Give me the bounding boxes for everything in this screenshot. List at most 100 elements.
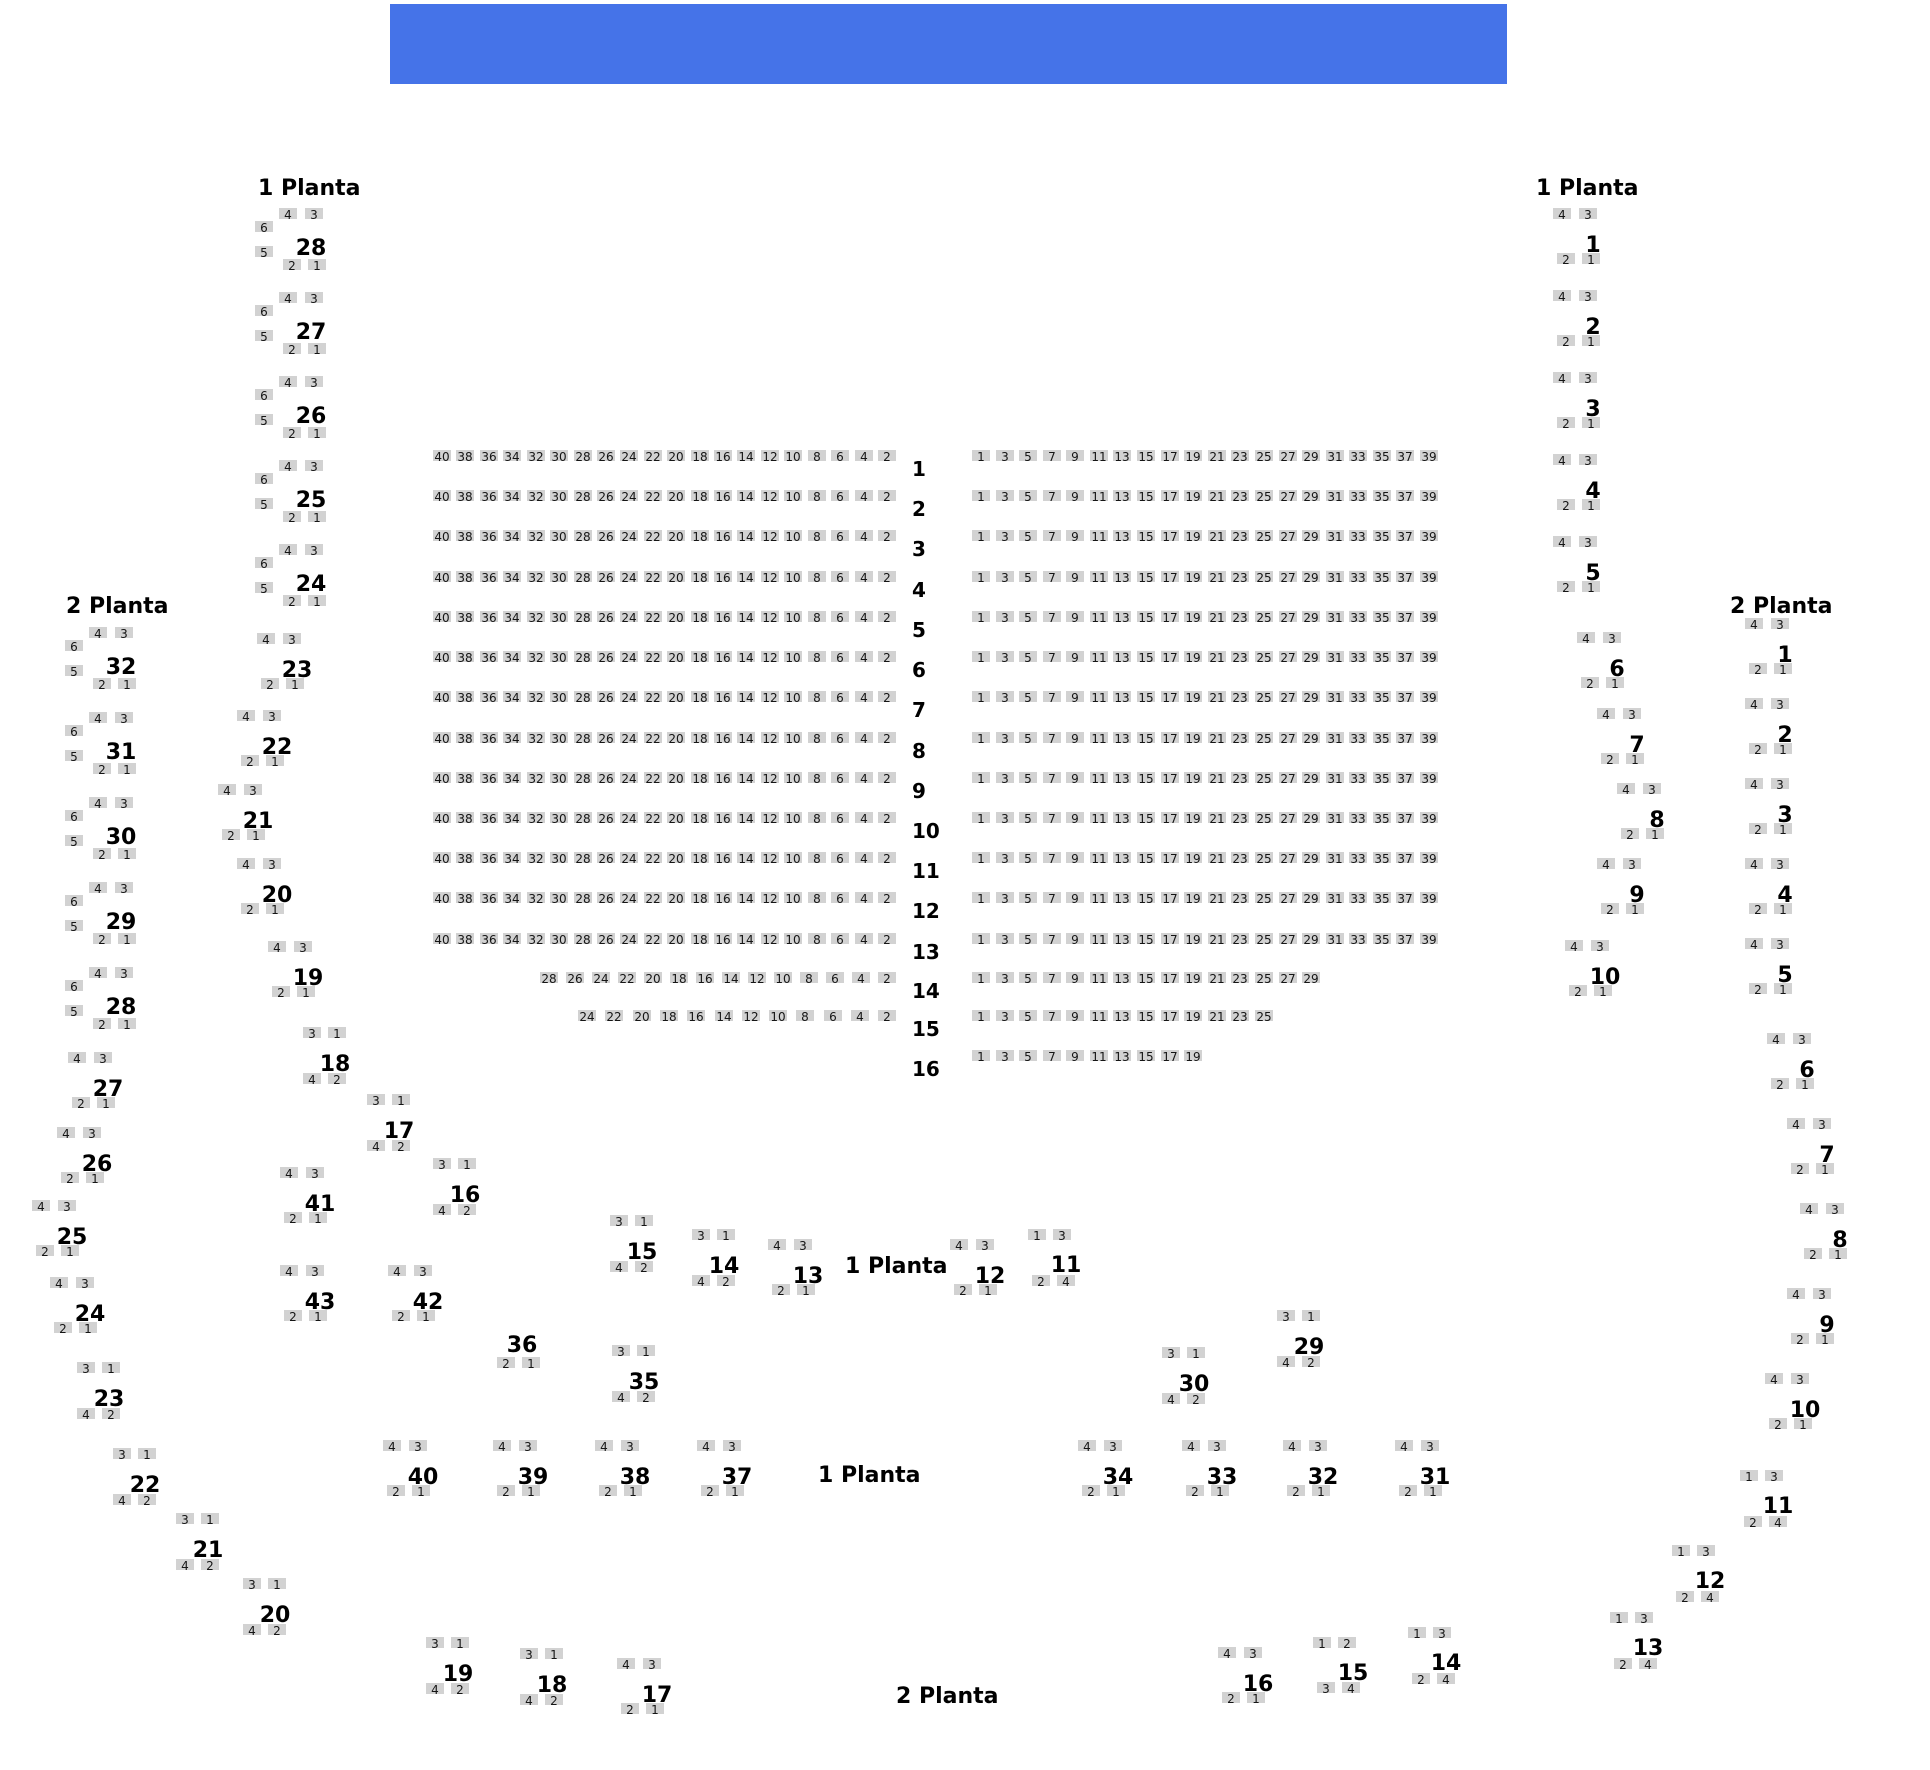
seat-row13-9[interactable]: 9: [1066, 933, 1084, 947]
box-planta1-bottom-11-seat-2[interactable]: 2: [1032, 1275, 1050, 1289]
box-planta1-left-18-seat-4[interactable]: 4: [303, 1073, 321, 1087]
seat-row1-40[interactable]: 40: [433, 450, 451, 464]
seat-row6-10[interactable]: 10: [784, 651, 802, 665]
seat-row9-21[interactable]: 21: [1208, 772, 1226, 786]
seat-row2-22[interactable]: 22: [644, 490, 662, 504]
seat-row3-26[interactable]: 26: [597, 530, 615, 544]
box-planta1-left-28-seat-4[interactable]: 4: [279, 208, 297, 222]
seat-row10-4[interactable]: 4: [855, 812, 873, 826]
box-planta2-left-31-seat-2[interactable]: 2: [93, 763, 111, 777]
seat-row11-23[interactable]: 23: [1231, 852, 1249, 866]
box-planta1-left-27-seat-5[interactable]: 5: [255, 330, 273, 344]
seat-row13-2[interactable]: 2: [878, 933, 896, 947]
seat-row8-23[interactable]: 23: [1231, 732, 1249, 746]
seat-row1-13[interactable]: 13: [1113, 450, 1131, 464]
seat-row4-20[interactable]: 20: [667, 571, 685, 585]
seat-row13-12[interactable]: 12: [761, 933, 779, 947]
box-planta2-left-32-seat-6[interactable]: 6: [65, 640, 83, 654]
seat-row8-5[interactable]: 5: [1019, 732, 1037, 746]
box-planta1-bottom-33-seat-3[interactable]: 3: [1208, 1440, 1226, 1454]
seat-row5-1[interactable]: 1: [972, 611, 990, 625]
seat-row1-21[interactable]: 21: [1208, 450, 1226, 464]
seat-row14-1[interactable]: 1: [972, 972, 990, 986]
seat-row6-29[interactable]: 29: [1302, 651, 1320, 665]
seat-row12-9[interactable]: 9: [1066, 892, 1084, 906]
seat-row11-13[interactable]: 13: [1113, 852, 1131, 866]
seat-row3-18[interactable]: 18: [691, 530, 709, 544]
box-planta2-bottom-18-seat-2[interactable]: 2: [545, 1694, 563, 1708]
seat-row1-6[interactable]: 6: [831, 450, 849, 464]
seat-row10-39[interactable]: 39: [1420, 812, 1438, 826]
seat-row9-29[interactable]: 29: [1302, 772, 1320, 786]
seat-row11-33[interactable]: 33: [1349, 852, 1367, 866]
seat-row3-25[interactable]: 25: [1255, 530, 1273, 544]
box-planta1-bottom-14-seat-4[interactable]: 4: [692, 1275, 710, 1289]
box-planta1-right-6-seat-4[interactable]: 4: [1577, 632, 1595, 646]
seat-row5-3[interactable]: 3: [996, 611, 1014, 625]
seat-row5-25[interactable]: 25: [1255, 611, 1273, 625]
box-planta2-right-5-seat-1[interactable]: 1: [1774, 983, 1792, 997]
seat-row10-12[interactable]: 12: [761, 812, 779, 826]
seat-row7-19[interactable]: 19: [1184, 691, 1202, 705]
seat-row7-33[interactable]: 33: [1349, 691, 1367, 705]
seat-row6-5[interactable]: 5: [1019, 651, 1037, 665]
seat-row9-31[interactable]: 31: [1326, 772, 1344, 786]
seat-row10-6[interactable]: 6: [831, 812, 849, 826]
seat-row4-39[interactable]: 39: [1420, 571, 1438, 585]
box-planta1-left-43-seat-4[interactable]: 4: [280, 1265, 298, 1279]
box-planta1-left-19-seat-2[interactable]: 2: [272, 986, 290, 1000]
seat-row15-18[interactable]: 18: [660, 1010, 678, 1024]
seat-row7-5[interactable]: 5: [1019, 691, 1037, 705]
box-planta1-left-21-seat-1[interactable]: 1: [247, 829, 265, 843]
box-planta1-bottom-29-seat-4[interactable]: 4: [1277, 1356, 1295, 1370]
seat-row5-34[interactable]: 34: [503, 611, 521, 625]
box-planta2-right-4-seat-3[interactable]: 3: [1771, 858, 1789, 872]
box-planta2-bottom-18-seat-1[interactable]: 1: [545, 1648, 563, 1662]
seat-row13-30[interactable]: 30: [550, 933, 568, 947]
box-planta2-bottom-18-seat-3[interactable]: 3: [520, 1648, 538, 1662]
seat-row1-32[interactable]: 32: [527, 450, 545, 464]
box-planta2-right-6-seat-2[interactable]: 2: [1771, 1078, 1789, 1092]
seat-row5-32[interactable]: 32: [527, 611, 545, 625]
seat-row11-11[interactable]: 11: [1090, 852, 1108, 866]
box-planta2-right-11-seat-2[interactable]: 2: [1744, 1516, 1762, 1530]
box-planta1-bottom-38-seat-3[interactable]: 3: [621, 1440, 639, 1454]
seat-row4-16[interactable]: 16: [714, 571, 732, 585]
box-planta1-left-28-seat-3[interactable]: 3: [305, 208, 323, 222]
seat-row7-34[interactable]: 34: [503, 691, 521, 705]
seat-row14-24[interactable]: 24: [592, 972, 610, 986]
box-planta2-bottom-14-seat-2[interactable]: 2: [1412, 1673, 1430, 1687]
seat-row15-7[interactable]: 7: [1043, 1010, 1061, 1024]
seat-row13-24[interactable]: 24: [620, 933, 638, 947]
seat-row1-37[interactable]: 37: [1396, 450, 1414, 464]
seat-row12-17[interactable]: 17: [1161, 892, 1179, 906]
box-planta1-bottom-11-seat-1[interactable]: 1: [1028, 1229, 1046, 1243]
seat-row5-11[interactable]: 11: [1090, 611, 1108, 625]
seat-row10-11[interactable]: 11: [1090, 812, 1108, 826]
box-planta1-right-5-seat-4[interactable]: 4: [1553, 536, 1571, 550]
seat-row1-20[interactable]: 20: [667, 450, 685, 464]
box-planta2-left-26-seat-3[interactable]: 3: [83, 1127, 101, 1141]
seat-row16-15[interactable]: 15: [1137, 1050, 1155, 1064]
seat-row6-22[interactable]: 22: [644, 651, 662, 665]
seat-row12-15[interactable]: 15: [1137, 892, 1155, 906]
seat-row9-28[interactable]: 28: [574, 772, 592, 786]
box-planta1-left-24-seat-4[interactable]: 4: [279, 544, 297, 558]
box-planta2-right-1-seat-3[interactable]: 3: [1771, 618, 1789, 632]
seat-row5-9[interactable]: 9: [1066, 611, 1084, 625]
seat-row4-11[interactable]: 11: [1090, 571, 1108, 585]
seat-row2-21[interactable]: 21: [1208, 490, 1226, 504]
box-planta2-right-12-seat-3[interactable]: 3: [1697, 1545, 1715, 1559]
seat-row9-22[interactable]: 22: [644, 772, 662, 786]
seat-row8-30[interactable]: 30: [550, 732, 568, 746]
seat-row2-40[interactable]: 40: [433, 490, 451, 504]
box-planta1-bottom-31-seat-3[interactable]: 3: [1421, 1440, 1439, 1454]
box-planta2-left-30-seat-2[interactable]: 2: [93, 848, 111, 862]
seat-row7-21[interactable]: 21: [1208, 691, 1226, 705]
box-planta2-left-23-seat-4[interactable]: 4: [77, 1408, 95, 1422]
box-planta2-left-30-seat-1[interactable]: 1: [118, 848, 136, 862]
box-planta2-right-9-seat-2[interactable]: 2: [1791, 1333, 1809, 1347]
box-planta2-right-4-seat-4[interactable]: 4: [1745, 858, 1763, 872]
box-planta2-left-26-seat-2[interactable]: 2: [61, 1172, 79, 1186]
seat-row10-36[interactable]: 36: [480, 812, 498, 826]
